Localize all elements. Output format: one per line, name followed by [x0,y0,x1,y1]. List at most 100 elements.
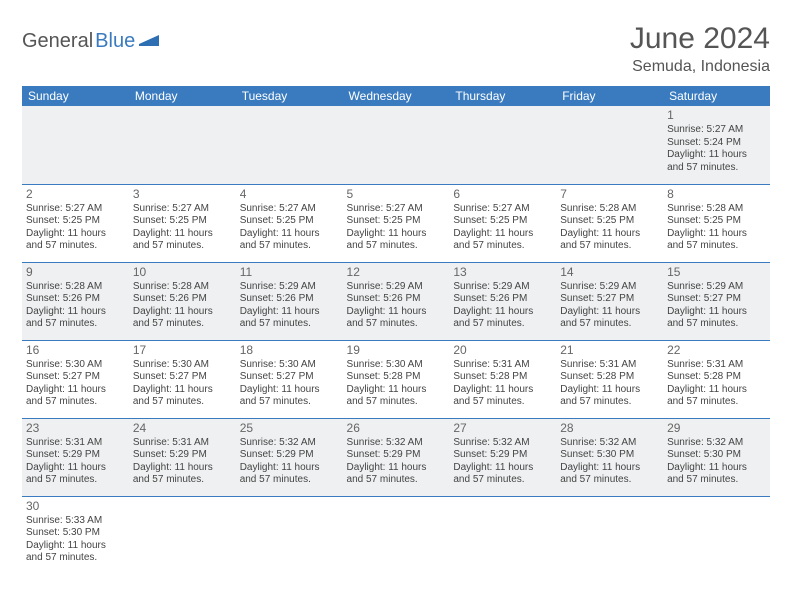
sunset-line: Sunset: 5:26 PM [133,293,232,306]
empty-cell [556,496,663,574]
day-info: Sunrise: 5:32 AMSunset: 5:29 PMDaylight:… [240,437,339,487]
weekday-header-row: SundayMondayTuesdayWednesdayThursdayFrid… [22,86,770,106]
day-number: 15 [667,265,766,280]
day-cell: 29Sunrise: 5:32 AMSunset: 5:30 PMDayligh… [663,418,770,496]
sunset-line: Sunset: 5:26 PM [347,293,446,306]
day-number: 4 [240,187,339,202]
sunset-line: Sunset: 5:25 PM [453,215,552,228]
day-cell: 5Sunrise: 5:27 AMSunset: 5:25 PMDaylight… [343,184,450,262]
day-info: Sunrise: 5:29 AMSunset: 5:26 PMDaylight:… [347,281,446,331]
day-info: Sunrise: 5:31 AMSunset: 5:29 PMDaylight:… [26,437,125,487]
logo: General Blue [22,22,159,53]
day-cell: 23Sunrise: 5:31 AMSunset: 5:29 PMDayligh… [22,418,129,496]
calendar-page: General Blue June 2024 Semuda, Indonesia… [0,0,792,586]
day-info: Sunrise: 5:32 AMSunset: 5:29 PMDaylight:… [347,437,446,487]
weekday-header: Saturday [663,86,770,106]
day-cell: 8Sunrise: 5:28 AMSunset: 5:25 PMDaylight… [663,184,770,262]
daylight-line: Daylight: 11 hours and 57 minutes. [347,384,446,409]
day-cell: 22Sunrise: 5:31 AMSunset: 5:28 PMDayligh… [663,340,770,418]
day-info: Sunrise: 5:27 AMSunset: 5:24 PMDaylight:… [667,124,766,174]
day-number: 2 [26,187,125,202]
sunrise-line: Sunrise: 5:29 AM [667,281,766,294]
day-number: 6 [453,187,552,202]
day-info: Sunrise: 5:32 AMSunset: 5:29 PMDaylight:… [453,437,552,487]
day-info: Sunrise: 5:29 AMSunset: 5:26 PMDaylight:… [453,281,552,331]
sunset-line: Sunset: 5:29 PM [453,449,552,462]
sunrise-line: Sunrise: 5:32 AM [560,437,659,450]
empty-cell [22,106,129,184]
day-info: Sunrise: 5:28 AMSunset: 5:26 PMDaylight:… [133,281,232,331]
daylight-line: Daylight: 11 hours and 57 minutes. [133,384,232,409]
day-number: 23 [26,421,125,436]
empty-cell [556,106,663,184]
sunset-line: Sunset: 5:26 PM [453,293,552,306]
daylight-line: Daylight: 11 hours and 57 minutes. [240,228,339,253]
calendar-row: 30Sunrise: 5:33 AMSunset: 5:30 PMDayligh… [22,496,770,574]
sunset-line: Sunset: 5:26 PM [240,293,339,306]
daylight-line: Daylight: 11 hours and 57 minutes. [133,228,232,253]
sunset-line: Sunset: 5:25 PM [347,215,446,228]
empty-cell [663,496,770,574]
day-cell: 24Sunrise: 5:31 AMSunset: 5:29 PMDayligh… [129,418,236,496]
day-cell: 1Sunrise: 5:27 AMSunset: 5:24 PMDaylight… [663,106,770,184]
daylight-line: Daylight: 11 hours and 57 minutes. [26,384,125,409]
day-info: Sunrise: 5:32 AMSunset: 5:30 PMDaylight:… [667,437,766,487]
day-number: 26 [347,421,446,436]
day-cell: 20Sunrise: 5:31 AMSunset: 5:28 PMDayligh… [449,340,556,418]
calendar-row: 16Sunrise: 5:30 AMSunset: 5:27 PMDayligh… [22,340,770,418]
sunrise-line: Sunrise: 5:27 AM [453,203,552,216]
daylight-line: Daylight: 11 hours and 57 minutes. [133,306,232,331]
day-number: 29 [667,421,766,436]
sunset-line: Sunset: 5:26 PM [26,293,125,306]
day-info: Sunrise: 5:30 AMSunset: 5:28 PMDaylight:… [347,359,446,409]
day-cell: 12Sunrise: 5:29 AMSunset: 5:26 PMDayligh… [343,262,450,340]
day-info: Sunrise: 5:31 AMSunset: 5:29 PMDaylight:… [133,437,232,487]
daylight-line: Daylight: 11 hours and 57 minutes. [560,228,659,253]
daylight-line: Daylight: 11 hours and 57 minutes. [560,384,659,409]
weekday-header: Sunday [22,86,129,106]
header: General Blue June 2024 Semuda, Indonesia [22,22,770,76]
day-cell: 15Sunrise: 5:29 AMSunset: 5:27 PMDayligh… [663,262,770,340]
day-cell: 13Sunrise: 5:29 AMSunset: 5:26 PMDayligh… [449,262,556,340]
weekday-header: Friday [556,86,663,106]
sunrise-line: Sunrise: 5:29 AM [347,281,446,294]
daylight-line: Daylight: 11 hours and 57 minutes. [26,540,125,565]
sunrise-line: Sunrise: 5:30 AM [133,359,232,372]
daylight-line: Daylight: 11 hours and 57 minutes. [667,228,766,253]
sunset-line: Sunset: 5:28 PM [347,371,446,384]
day-number: 27 [453,421,552,436]
day-number: 21 [560,343,659,358]
weekday-header: Monday [129,86,236,106]
day-cell: 2Sunrise: 5:27 AMSunset: 5:25 PMDaylight… [22,184,129,262]
sunset-line: Sunset: 5:28 PM [667,371,766,384]
sunrise-line: Sunrise: 5:32 AM [347,437,446,450]
day-cell: 11Sunrise: 5:29 AMSunset: 5:26 PMDayligh… [236,262,343,340]
daylight-line: Daylight: 11 hours and 57 minutes. [560,306,659,331]
sunset-line: Sunset: 5:29 PM [240,449,339,462]
empty-cell [449,496,556,574]
sunrise-line: Sunrise: 5:27 AM [26,203,125,216]
sunrise-line: Sunrise: 5:33 AM [26,515,125,528]
sunrise-line: Sunrise: 5:30 AM [26,359,125,372]
sunset-line: Sunset: 5:25 PM [133,215,232,228]
calendar-table: SundayMondayTuesdayWednesdayThursdayFrid… [22,86,770,574]
daylight-line: Daylight: 11 hours and 57 minutes. [347,462,446,487]
day-number: 24 [133,421,232,436]
day-info: Sunrise: 5:28 AMSunset: 5:25 PMDaylight:… [667,203,766,253]
sunrise-line: Sunrise: 5:30 AM [347,359,446,372]
sunset-line: Sunset: 5:29 PM [26,449,125,462]
day-number: 10 [133,265,232,280]
day-cell: 26Sunrise: 5:32 AMSunset: 5:29 PMDayligh… [343,418,450,496]
calendar-row: 1Sunrise: 5:27 AMSunset: 5:24 PMDaylight… [22,106,770,184]
empty-cell [129,496,236,574]
sunrise-line: Sunrise: 5:31 AM [133,437,232,450]
sunset-line: Sunset: 5:28 PM [560,371,659,384]
day-cell: 27Sunrise: 5:32 AMSunset: 5:29 PMDayligh… [449,418,556,496]
day-cell: 7Sunrise: 5:28 AMSunset: 5:25 PMDaylight… [556,184,663,262]
logo-text-blue: Blue [95,30,135,53]
sunrise-line: Sunrise: 5:31 AM [26,437,125,450]
calendar-row: 9Sunrise: 5:28 AMSunset: 5:26 PMDaylight… [22,262,770,340]
day-number: 12 [347,265,446,280]
day-number: 13 [453,265,552,280]
sunrise-line: Sunrise: 5:32 AM [453,437,552,450]
